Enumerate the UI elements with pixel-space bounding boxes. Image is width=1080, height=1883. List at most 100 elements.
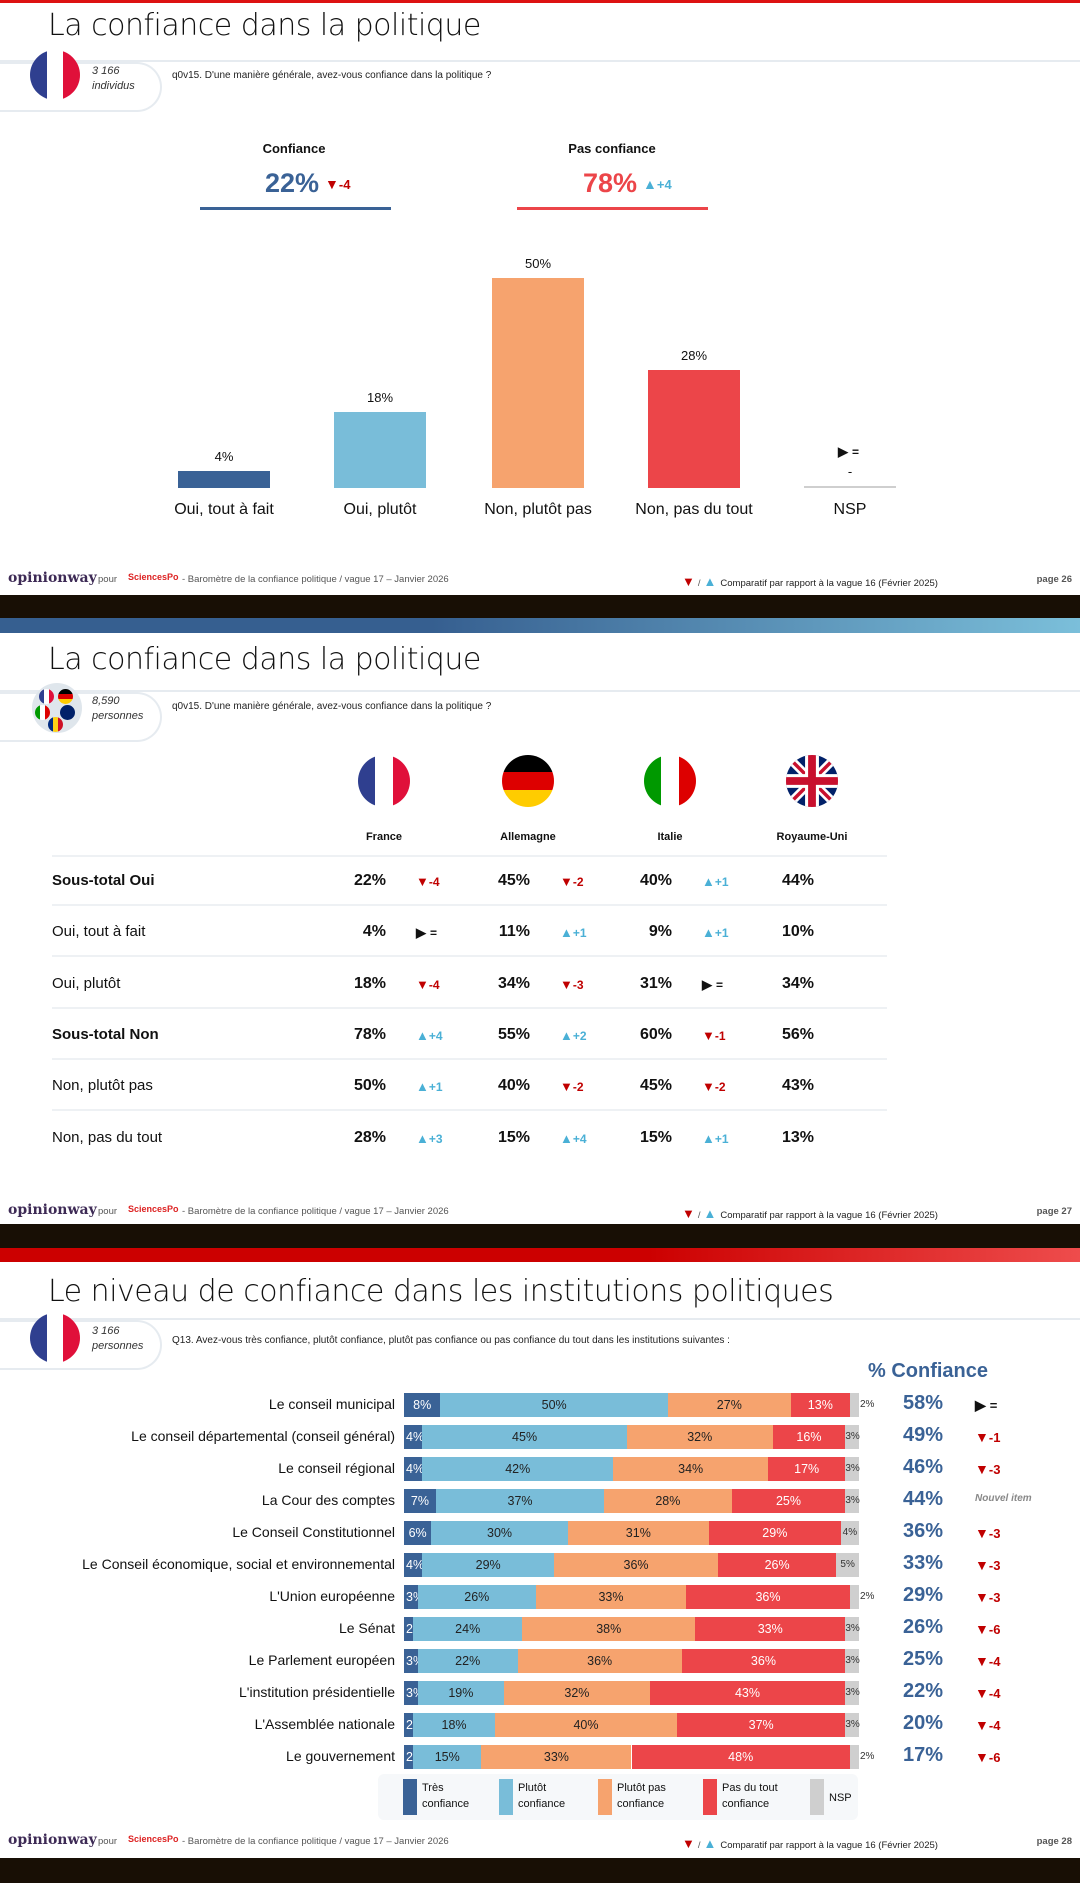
segment-label: 26%: [464, 1590, 490, 1604]
segment-plutot-confiance: 15%: [413, 1745, 482, 1769]
cell-value: 9%: [648, 923, 672, 941]
segment-pas-du-tout-confiance: 36%: [681, 1649, 846, 1673]
trend-delta: +1: [714, 1131, 729, 1146]
trend-down-icon: ▼: [975, 1557, 989, 1573]
sample-pill: [0, 1320, 162, 1370]
segment-label: 29%: [762, 1526, 788, 1540]
segment-label: 43%: [734, 1686, 761, 1700]
trend-indicator: ▲+1: [560, 925, 587, 940]
cell-value: 56%: [781, 1025, 814, 1043]
trend-indicator: ▼-1: [975, 1429, 1000, 1445]
legend-label-line: confiance: [617, 1798, 665, 1810]
footer-source: - Baromètre de la confiance politique / …: [182, 574, 449, 585]
legend-label-line: confiance: [722, 1798, 770, 1810]
segment-label: 48%: [728, 1750, 754, 1764]
segment-tres-confiance: 4%: [404, 1425, 424, 1449]
segment-plutot-pas-confiance: 32%: [626, 1425, 773, 1449]
trend-equal-icon: ▶: [416, 925, 426, 941]
comparison-separator: /: [697, 1210, 701, 1221]
trend-down-icon: ▼: [702, 1027, 715, 1043]
trend-up-icon: ▲: [702, 874, 715, 889]
segment-plutot-pas-confiance: 27%: [667, 1393, 791, 1417]
trend-delta: -3: [572, 977, 584, 992]
trend-up-icon: ▲: [643, 176, 657, 192]
institution-label: Le conseil départemental (conseil généra…: [131, 1428, 395, 1444]
slide-title: La confiance dans la politique: [48, 642, 481, 677]
legend-swatch: [810, 1779, 824, 1815]
trend-down-icon: ▼: [975, 1749, 989, 1765]
country-header: Royaume-Uni: [776, 831, 848, 843]
trend-delta: -4: [338, 177, 351, 192]
question-text: Q13. Avez-vous très confiance, plutôt co…: [172, 1335, 730, 1346]
slide-footer: opinionway pour SciencesPo - Baromètre de l…: [0, 1202, 1080, 1222]
footer-pour: pour: [98, 1836, 118, 1847]
segment-plutot-pas-confiance: 32%: [504, 1681, 650, 1705]
institution-label: Le Sénat: [338, 1620, 395, 1636]
segment-pas-du-tout-confiance: 25%: [731, 1489, 846, 1513]
segment-label: 6%: [408, 1526, 427, 1540]
bar: [804, 486, 896, 488]
cell-value: 28%: [353, 1128, 386, 1146]
question-text: q0v15. D'une manière générale, avez-vous…: [172, 701, 492, 712]
opinionway-logo: opinionway: [8, 570, 97, 586]
category-label: Oui, tout à fait: [174, 501, 274, 518]
segment-label: 33%: [543, 1750, 569, 1764]
trend-up-icon: ▲: [560, 1027, 573, 1043]
cell-value: 31%: [639, 974, 672, 992]
segment-tres-confiance: 7%: [404, 1489, 436, 1513]
segment-label: 33%: [598, 1590, 624, 1604]
summary-label: Confiance: [262, 141, 326, 156]
cell-value: 34%: [781, 974, 814, 992]
sciencespo-logo: SciencesPo: [128, 572, 179, 582]
trend-down-icon: ▼: [975, 1685, 989, 1701]
institution-label: Le gouvernement: [286, 1748, 395, 1764]
trend-indicator: Nouvel item: [975, 1493, 1032, 1504]
segment-nsp: 3%: [845, 1425, 860, 1449]
trend-delta: =: [989, 1398, 998, 1413]
segment-label: 3%: [845, 1431, 860, 1442]
segment-label: 31%: [625, 1526, 651, 1540]
trend-down-icon: ▼: [560, 1079, 573, 1095]
segment-tres-confiance: 3%: [404, 1681, 424, 1705]
trend-up-icon: ▲: [560, 1130, 573, 1146]
confidence-total: 49%: [903, 1424, 944, 1446]
category-label: NSP: [833, 501, 867, 518]
trend-equal-icon: ▶: [702, 976, 712, 992]
data-label: 28%: [680, 348, 708, 364]
segment-label: 32%: [687, 1430, 713, 1444]
trend-delta: =: [430, 926, 438, 941]
separator-band: [0, 1224, 1080, 1248]
institution-label: Le conseil municipal: [268, 1396, 395, 1412]
trend-indicator: ▲+1: [702, 925, 729, 940]
segment-pas-du-tout-confiance: 13%: [790, 1393, 850, 1417]
segment-label: 18%: [441, 1718, 467, 1732]
institution-label: L'Assemblée nationale: [254, 1716, 395, 1732]
cell-value: 40%: [639, 872, 672, 889]
segment-label: 3%: [845, 1719, 860, 1730]
segment-pas-du-tout-confiance: 36%: [686, 1585, 850, 1609]
trend-indicator: ▲+1: [702, 1131, 729, 1146]
segment-plutot-confiance: 37%: [435, 1489, 605, 1513]
trend-down-icon: ▼: [975, 1525, 989, 1541]
trend-delta: +1: [428, 1080, 443, 1095]
segment-nsp: 3%: [845, 1681, 860, 1705]
legend-label: Très confiance: [422, 1780, 469, 1812]
legend-label: Plutôt pas confiance: [617, 1780, 666, 1812]
segment-plutot-pas-confiance: 34%: [613, 1457, 768, 1481]
comparison-text: Comparatif par rapport à la vague 16 (Fé…: [720, 578, 938, 589]
segment-label: 3%: [845, 1623, 860, 1634]
segment-plutot-pas-confiance: 31%: [567, 1521, 709, 1545]
confidence-total: 25%: [903, 1648, 944, 1670]
segment-label: 4%: [406, 1558, 425, 1572]
trend-indicator: ▲+4: [643, 176, 672, 192]
row-label: Non, pas du tout: [52, 1128, 163, 1146]
segment-tres-confiance: 4%: [404, 1553, 425, 1577]
segment-plutot-confiance: 50%: [440, 1393, 668, 1417]
row-label: Sous-total Oui: [52, 872, 155, 889]
trend-delta: -6: [988, 1622, 1001, 1637]
segment-label: 8%: [413, 1398, 432, 1412]
page-number: page 27: [1036, 1206, 1072, 1217]
row-divider: [52, 1109, 887, 1112]
segment-tres-confiance: 3%: [404, 1585, 424, 1609]
segment-nsp: 2%: [849, 1393, 874, 1417]
